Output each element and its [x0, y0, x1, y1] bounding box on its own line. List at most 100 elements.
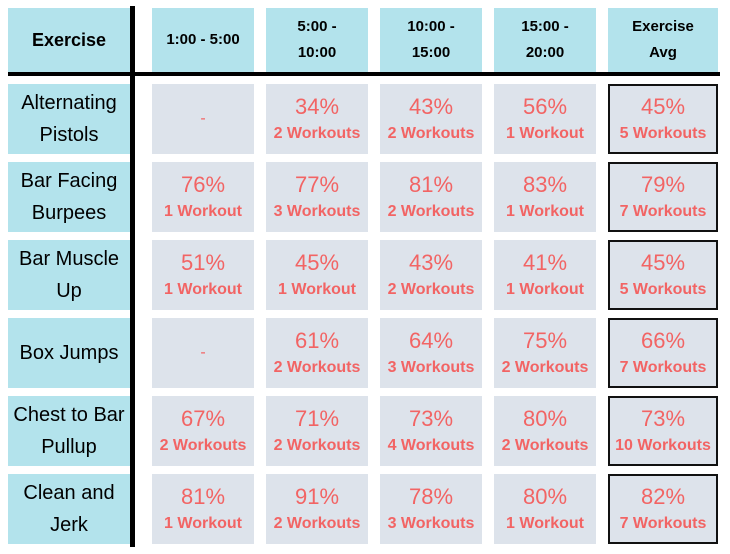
exercise-name: Box Jumps — [8, 318, 130, 388]
data-cell: 43% 2 Workouts — [380, 84, 482, 154]
data-cell: - — [152, 318, 254, 388]
percentage: 64% — [408, 328, 454, 353]
data-cell: 77% 3 Workouts — [266, 162, 368, 232]
percentage: 82% — [640, 484, 686, 509]
data-cell: 75% 2 Workouts — [494, 318, 596, 388]
percentage: 75% — [522, 328, 568, 353]
data-cell: 83% 1 Workout — [494, 162, 596, 232]
avg-cell: 73% 10 Workouts — [608, 396, 718, 466]
workout-count: 5 Workouts — [619, 125, 707, 142]
exercise-name: Alternating Pistols — [8, 84, 130, 154]
workout-count: 1 Workout — [164, 281, 242, 298]
data-cell: 61% 2 Workouts — [266, 318, 368, 388]
workout-count: 2 Workouts — [501, 359, 589, 376]
percentage: 45% — [640, 94, 686, 119]
workout-count: 2 Workouts — [273, 437, 361, 454]
percentage: 43% — [408, 94, 454, 119]
data-cell: 64% 3 Workouts — [380, 318, 482, 388]
header-cell: Exercise Avg — [608, 8, 718, 72]
percentage: 91% — [294, 484, 340, 509]
percentage: 73% — [640, 406, 686, 431]
empty-dash: - — [200, 344, 206, 361]
percentage: 66% — [640, 328, 686, 353]
percentage: 61% — [294, 328, 340, 353]
percentage: 45% — [640, 250, 686, 275]
data-cell: 56% 1 Workout — [494, 84, 596, 154]
workout-count: 4 Workouts — [387, 437, 475, 454]
data-cell: 71% 2 Workouts — [266, 396, 368, 466]
avg-cell: 45% 5 Workouts — [608, 84, 718, 154]
percentage: 81% — [180, 484, 226, 509]
data-cell: 51% 1 Workout — [152, 240, 254, 310]
workout-count: 2 Workouts — [501, 437, 589, 454]
avg-cell: 45% 5 Workouts — [608, 240, 718, 310]
data-cell: 78% 3 Workouts — [380, 474, 482, 544]
percentage: 45% — [294, 250, 340, 275]
percentage: 83% — [522, 172, 568, 197]
workout-count: 2 Workouts — [273, 359, 361, 376]
workout-count: 3 Workouts — [273, 203, 361, 220]
workout-count: 2 Workouts — [273, 515, 361, 532]
workout-count: 2 Workouts — [387, 281, 475, 298]
workout-count: 1 Workout — [506, 203, 584, 220]
percentage: 34% — [294, 94, 340, 119]
percentage: 81% — [408, 172, 454, 197]
data-cell: 91% 2 Workouts — [266, 474, 368, 544]
workout-count: 1 Workout — [164, 515, 242, 532]
percentage: 80% — [522, 406, 568, 431]
exercise-name: Clean and Jerk — [8, 474, 130, 544]
avg-cell: 66% 7 Workouts — [608, 318, 718, 388]
header-cell: Exercise — [8, 8, 130, 72]
workout-count: 3 Workouts — [387, 515, 475, 532]
percentage: 79% — [640, 172, 686, 197]
workout-count: 2 Workouts — [387, 125, 475, 142]
percentage: 76% — [180, 172, 226, 197]
percentage: 56% — [522, 94, 568, 119]
percentage: 71% — [294, 406, 340, 431]
workout-count: 1 Workout — [506, 281, 584, 298]
workout-count: 2 Workouts — [159, 437, 247, 454]
workout-count: 7 Workouts — [619, 203, 707, 220]
percentage: 78% — [408, 484, 454, 509]
percentage: 67% — [180, 406, 226, 431]
workout-count: 1 Workout — [164, 203, 242, 220]
data-cell: 67% 2 Workouts — [152, 396, 254, 466]
percentage: 73% — [408, 406, 454, 431]
data-cell: 41% 1 Workout — [494, 240, 596, 310]
percentage: 51% — [180, 250, 226, 275]
data-cell: - — [152, 84, 254, 154]
workout-count: 1 Workout — [506, 515, 584, 532]
workout-count: 1 Workout — [506, 125, 584, 142]
data-cell: 81% 1 Workout — [152, 474, 254, 544]
data-cell: 80% 1 Workout — [494, 474, 596, 544]
empty-dash: - — [200, 110, 206, 127]
header-cell: 5:00 - 10:00 — [266, 8, 368, 72]
workout-count: 3 Workouts — [387, 359, 475, 376]
data-cell: 73% 4 Workouts — [380, 396, 482, 466]
divider-vertical — [130, 6, 135, 547]
data-cell: 76% 1 Workout — [152, 162, 254, 232]
workout-count: 10 Workouts — [615, 437, 711, 454]
data-cell: 34% 2 Workouts — [266, 84, 368, 154]
avg-cell: 79% 7 Workouts — [608, 162, 718, 232]
data-cell: 45% 1 Workout — [266, 240, 368, 310]
data-cell: 81% 2 Workouts — [380, 162, 482, 232]
data-cell: 43% 2 Workouts — [380, 240, 482, 310]
percentage: 80% — [522, 484, 568, 509]
data-cell: 80% 2 Workouts — [494, 396, 596, 466]
exercise-name: Bar Muscle Up — [8, 240, 130, 310]
workout-count: 5 Workouts — [619, 281, 707, 298]
exercise-name: Bar Facing Burpees — [8, 162, 130, 232]
avg-cell: 82% 7 Workouts — [608, 474, 718, 544]
percentage: 41% — [522, 250, 568, 275]
workout-count: 1 Workout — [278, 281, 356, 298]
header-cell: 1:00 - 5:00 — [152, 8, 254, 72]
divider-horizontal — [8, 72, 720, 76]
exercise-name: Chest to Bar Pullup — [8, 396, 130, 466]
header-cell: 10:00 - 15:00 — [380, 8, 482, 72]
workout-count: 7 Workouts — [619, 515, 707, 532]
workout-count: 2 Workouts — [387, 203, 475, 220]
percentage: 43% — [408, 250, 454, 275]
workout-count: 7 Workouts — [619, 359, 707, 376]
